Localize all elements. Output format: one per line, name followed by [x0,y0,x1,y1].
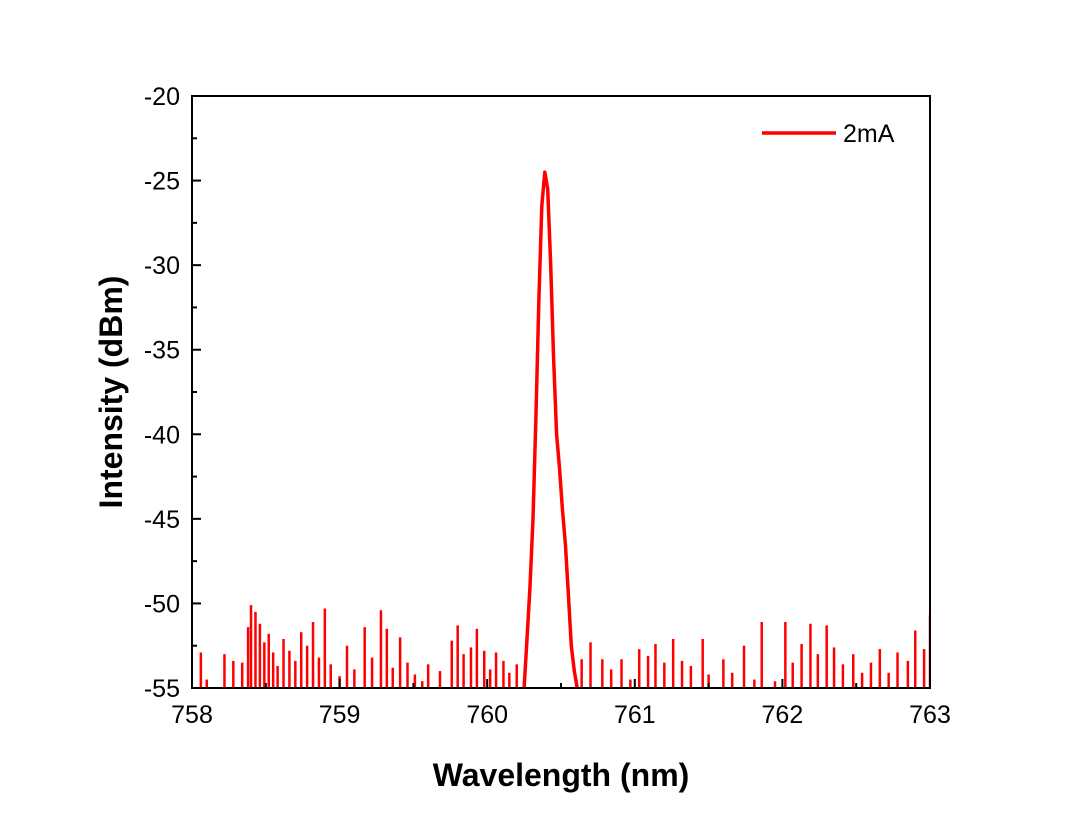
plot-frame [191,95,931,689]
x-axis: 758 759 760 761 762 763 [171,679,951,729]
y-tick-label: -30 [144,252,180,280]
x-tick-label: 759 [319,701,361,729]
legend-label-2mA: 2mA [843,120,895,148]
x-tick-label: 762 [762,701,804,729]
legend: 2mA [762,120,895,148]
x-tick-label: 761 [614,701,656,729]
y-axis: -20 -25 -30 -35 -40 -45 -50 -55 [144,83,201,703]
x-tick-label: 763 [909,701,951,729]
series-2mA [199,170,930,688]
x-tick-label: 758 [171,701,213,729]
y-tick-label: -40 [144,421,180,449]
y-axis-title: Intensity (dBm) [93,276,129,509]
y-tick-label: -50 [144,590,180,618]
y-tick-label: -35 [144,337,180,365]
y-tick-label: -20 [144,83,180,111]
y-tick-label: -25 [144,168,180,196]
y-tick-label: -45 [144,506,180,534]
y-tick-label: -55 [144,675,180,703]
x-axis-title: Wavelength (nm) [433,757,690,793]
x-tick-label: 760 [466,701,508,729]
spectrum-peak-line [522,170,579,688]
